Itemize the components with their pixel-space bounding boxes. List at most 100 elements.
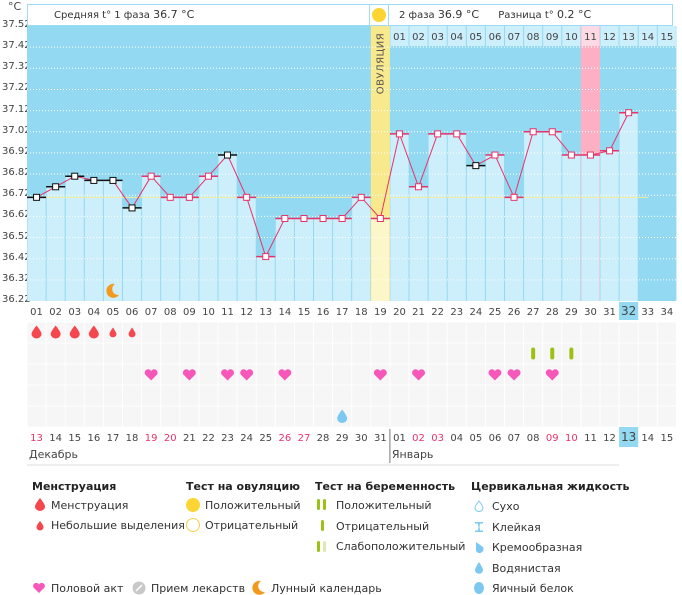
marker-cell (142, 343, 161, 364)
marker-cell (428, 385, 447, 406)
temperature-bar (218, 155, 237, 301)
phase2-day-label: 10 (565, 32, 578, 43)
temperature-bar (294, 218, 313, 301)
marker-cell (543, 385, 562, 406)
marker-cell (390, 322, 409, 343)
marker-cell (657, 406, 676, 427)
cycle-day-label: 01 (30, 307, 43, 318)
legend-pregnancy-positive: Положительный (336, 499, 432, 512)
y-axis-unit: °C (8, 0, 22, 13)
temperature-bar (123, 207, 142, 301)
cycle-day-label: 11 (221, 307, 234, 318)
marker-cell (256, 385, 275, 406)
calendar-date-label: 01 (393, 433, 406, 444)
bbt-chart: 01 02 03 04 05 06 07 08 09 10 11 12 13 14 15 01 02 03 04 0… (27, 26, 677, 466)
cycle-day-label: 28 (546, 307, 559, 318)
pregnancy-test-negative-icon (569, 347, 574, 360)
menstruation-drop-icon (50, 325, 61, 339)
marker-cell (619, 364, 638, 385)
phase2-value: 36.9 °C (437, 8, 480, 21)
legend-fluid-eggwhite: Яичный белок (492, 582, 574, 595)
phase2-day-cell (505, 26, 524, 46)
fluid-creamy-icon (476, 542, 484, 553)
temperature-point (128, 204, 136, 212)
calendar-date-label: 17 (107, 433, 120, 444)
marker-cell (485, 322, 504, 343)
temperature-bar (409, 186, 428, 301)
phase1-label: Средняя t° 1 фаза (54, 10, 150, 21)
temperature-point (224, 151, 232, 159)
heart-icon (182, 369, 196, 381)
cycle-day-label: 21 (412, 307, 425, 318)
marker-cell (505, 406, 524, 427)
temperature-bar (619, 112, 638, 301)
cycle-day-label: 18 (355, 307, 368, 318)
cycle-day-label: 07 (145, 307, 158, 318)
marker-cell (84, 343, 103, 364)
y-tick-label: 36.22 (2, 294, 31, 305)
heart-icon (545, 369, 559, 381)
temperature-point (606, 147, 614, 155)
marker-cell (161, 343, 180, 364)
today-highlight (619, 427, 639, 447)
temperature-point (453, 130, 461, 138)
calendar-date-label: 15 (660, 433, 673, 444)
temperature-point (243, 193, 251, 201)
legend-ovulation-positive: Положительный (205, 499, 301, 512)
marker-cell (275, 343, 294, 364)
temperature-bar (524, 131, 543, 301)
phase2-day-label: 11 (584, 32, 597, 43)
legend-fluid-watery: Водянистая (492, 562, 561, 575)
cycle-day-label: 20 (393, 307, 406, 318)
month-label: Декабрь (29, 448, 78, 461)
phase2-day-cell (657, 26, 676, 46)
phase1-value: 36.7 °C (153, 8, 195, 21)
marker-cell (46, 406, 65, 427)
marker-cell (123, 406, 142, 427)
marker-cell (352, 385, 371, 406)
phase2-day-label: 14 (641, 32, 654, 43)
calendar-date-label: 06 (489, 433, 502, 444)
marker-cell (294, 322, 313, 343)
temperature-bar (161, 197, 180, 301)
cycle-day-label: 14 (278, 307, 291, 318)
temperature-point (434, 130, 442, 138)
phase2-day-label: 04 (450, 32, 463, 43)
phase2-day-cell (562, 26, 581, 46)
ovulation-positive-icon (186, 498, 200, 512)
phase2-day-label: 01 (393, 32, 406, 43)
cycle-day-label: 19 (374, 307, 387, 318)
cycle-day-label: 08 (164, 307, 177, 318)
temperature-point (185, 193, 193, 201)
marker-cell (103, 343, 122, 364)
marker-cell (218, 343, 237, 364)
temperature-bar (65, 176, 84, 301)
temperature-bar (199, 176, 218, 301)
marker-cell (428, 322, 447, 343)
fluid-eggwhite-icon (474, 582, 484, 594)
calendar-date-label: 14 (49, 433, 62, 444)
marker-cell (600, 364, 619, 385)
marker-cell (657, 364, 676, 385)
marker-cell (237, 406, 256, 427)
y-tick-label: 37.22 (2, 82, 31, 94)
temperature-point (529, 128, 537, 136)
cycle-day-label: 17 (336, 307, 349, 318)
marker-cell (466, 343, 485, 364)
temperature-bar (142, 176, 161, 301)
temperature-bar (390, 133, 409, 301)
calendar-date-label: 02 (412, 433, 425, 444)
marker-cell (638, 385, 657, 406)
calendar-date-label: 07 (508, 433, 521, 444)
marker-cell (27, 406, 46, 427)
temperature-bar (428, 133, 447, 301)
cycle-day-label: 25 (489, 307, 502, 318)
marker-cell (199, 364, 218, 385)
cycle-day-label: 02 (49, 307, 62, 318)
legend-fluid-dry: Сухо (492, 500, 520, 513)
marker-cell (218, 406, 237, 427)
marker-cell (84, 364, 103, 385)
legend-pregnancy-negative: Отрицательный (336, 520, 430, 533)
legend-spotting: Небольшие выделения (51, 519, 185, 532)
legend-menstruation: Менструация (51, 499, 129, 512)
